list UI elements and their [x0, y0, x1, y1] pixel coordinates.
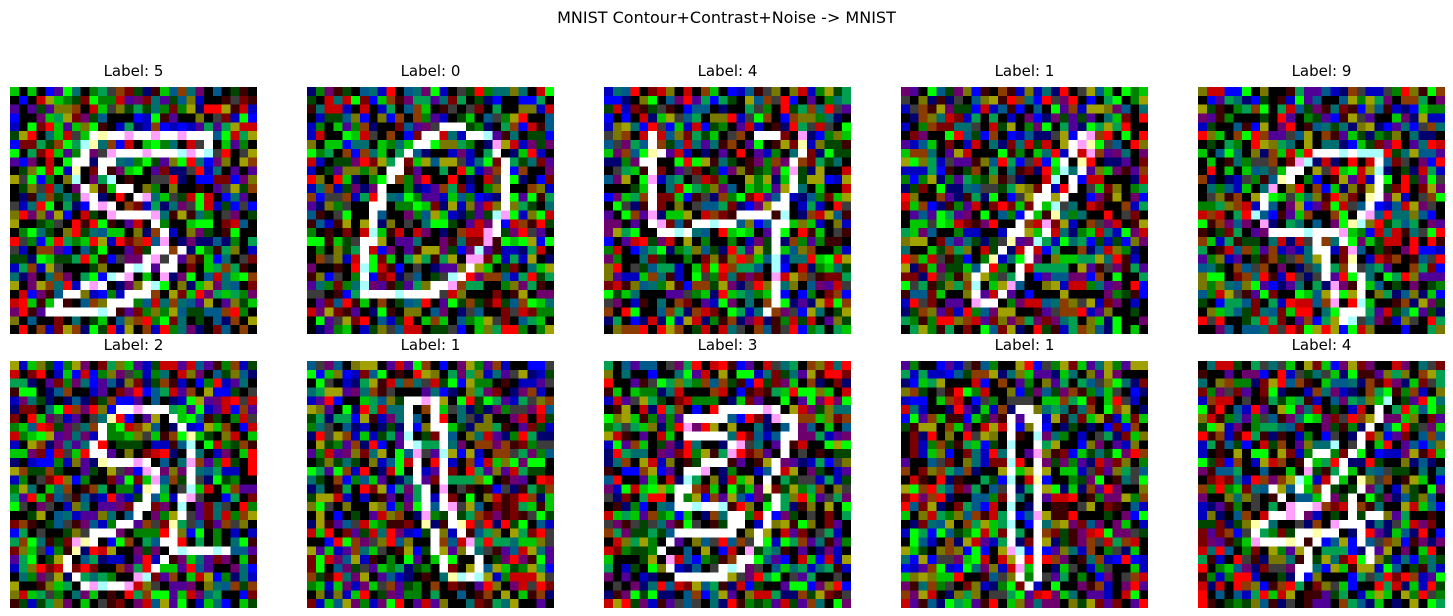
- panel-label: Label: 4: [697, 62, 758, 80]
- digit-panel-9: Label: 9: [1198, 62, 1445, 334]
- noisy-digit-image: [604, 361, 851, 608]
- panel-label: Label: 4: [1291, 336, 1352, 354]
- digit-panel-2: Label: 2: [10, 336, 257, 608]
- panel-label: Label: 1: [400, 336, 461, 354]
- noisy-digit-image: [10, 87, 257, 334]
- panel-label: Label: 9: [1291, 62, 1352, 80]
- noisy-digit-image: [307, 361, 554, 608]
- noisy-digit-image: [1198, 361, 1445, 608]
- digit-panel-0: Label: 0: [307, 62, 554, 334]
- digit-panel-1: Label: 1: [307, 336, 554, 608]
- noisy-digit-image: [901, 87, 1148, 334]
- digit-panel-3: Label: 3: [604, 336, 851, 608]
- noisy-digit-image: [307, 87, 554, 334]
- digit-panel-5: Label: 5: [10, 62, 257, 334]
- digit-panel-4: Label: 4: [604, 62, 851, 334]
- digit-panel-4: Label: 4: [1198, 336, 1445, 608]
- noisy-digit-image: [901, 361, 1148, 608]
- panel-label: Label: 2: [103, 336, 164, 354]
- digit-panel-1: Label: 1: [901, 62, 1148, 334]
- panel-label: Label: 1: [994, 62, 1055, 80]
- figure-title: MNIST Contour+Contrast+Noise -> MNIST: [557, 8, 896, 27]
- digit-panel-1: Label: 1: [901, 336, 1148, 608]
- noisy-digit-image: [1198, 87, 1445, 334]
- panel-label: Label: 3: [697, 336, 758, 354]
- noisy-digit-image: [10, 361, 257, 608]
- panel-label: Label: 1: [994, 336, 1055, 354]
- panel-label: Label: 5: [103, 62, 164, 80]
- noisy-digit-image: [604, 87, 851, 334]
- panel-label: Label: 0: [400, 62, 461, 80]
